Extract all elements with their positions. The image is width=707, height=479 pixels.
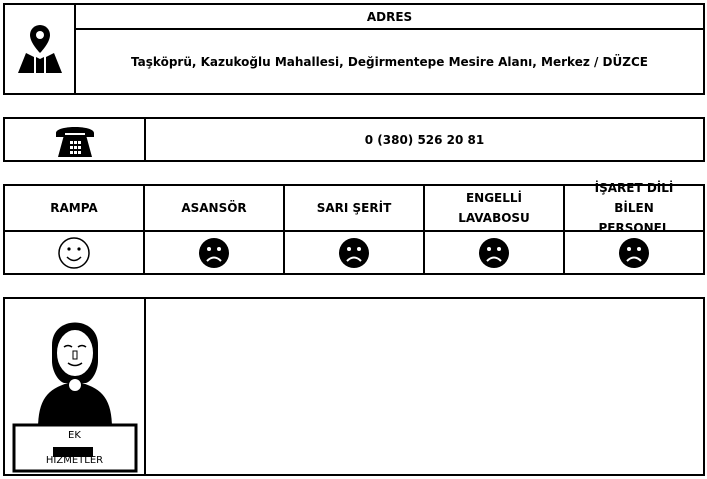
accessibility-header: İŞARET DİLİ BİLEN PERSONEL (594, 181, 674, 235)
phone-icon-cell (5, 119, 144, 160)
frown-icon (199, 237, 229, 268)
phone-box: 0 (380) 526 20 81 (3, 117, 705, 162)
map-pin-icon (17, 25, 62, 73)
frown-icon (479, 237, 509, 268)
accessibility-status (145, 232, 283, 273)
phone-number: 0 (380) 526 20 81 (364, 132, 485, 147)
telephone-icon (55, 126, 94, 157)
accessibility-status (425, 232, 563, 273)
smile-icon (58, 236, 90, 269)
accessibility-header: SARI ŞERİT (316, 201, 392, 215)
accessibility-table: RAMPA ASANSÖR SARI ŞERİT ENGELLİ LAVABOSU İŞ… (3, 181, 705, 275)
accessibility-header: ENGELLİ LAVABOSU (458, 191, 530, 225)
extra-services-icon-cell: EK HİZMETLER (5, 299, 144, 474)
extra-services-box: EK HİZMETLER (3, 297, 705, 476)
staff-person-icon (12, 322, 137, 472)
frown-icon (339, 237, 369, 268)
address-title: ADRES (366, 9, 413, 24)
accessibility-header: RAMPA (50, 201, 98, 215)
extra-services-label-bottom: HİZMETLER (45, 455, 104, 466)
frown-icon (619, 237, 649, 268)
address-box: ADRES Taşköprü, Kazukoğlu Mahallesi, Değ… (3, 3, 705, 95)
extra-services-content (146, 299, 703, 474)
address-value: Taşköprü, Kazukoğlu Mahallesi, Değirment… (131, 54, 648, 69)
accessibility-status (565, 232, 703, 273)
extra-services-label-top: EK (68, 430, 81, 441)
accessibility-status (285, 232, 423, 273)
accessibility-header: ASANSÖR (181, 201, 247, 215)
accessibility-status (5, 232, 143, 273)
address-icon-cell (5, 5, 74, 93)
